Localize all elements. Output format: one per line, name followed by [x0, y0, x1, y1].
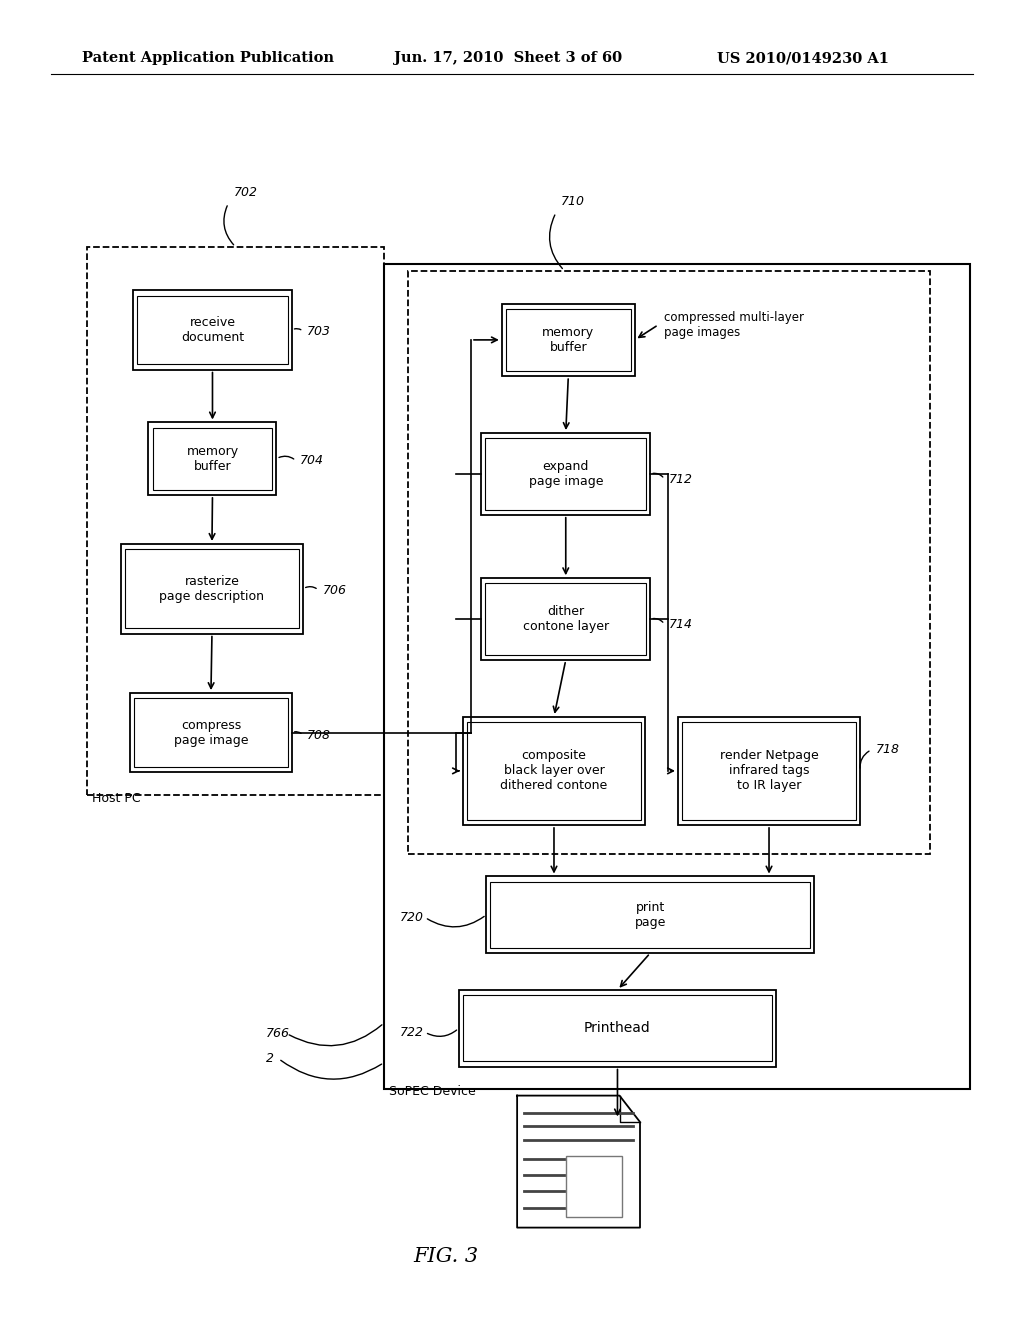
- Bar: [485, 583, 646, 655]
- Text: 702: 702: [233, 186, 257, 199]
- Text: composite
black layer over
dithered contone: composite black layer over dithered cont…: [501, 750, 607, 792]
- Text: 718: 718: [876, 743, 899, 756]
- Bar: [121, 544, 303, 634]
- Text: expand
page image: expand page image: [528, 459, 603, 488]
- Text: render Netpage
infrared tags
to IR layer: render Netpage infrared tags to IR layer: [720, 750, 818, 792]
- Text: Jun. 17, 2010  Sheet 3 of 60: Jun. 17, 2010 Sheet 3 of 60: [394, 51, 623, 65]
- Text: SoPEC Device: SoPEC Device: [389, 1085, 476, 1098]
- Bar: [481, 433, 650, 515]
- Bar: [87, 247, 384, 795]
- Text: US 2010/0149230 A1: US 2010/0149230 A1: [717, 51, 889, 65]
- Text: dither
contone layer: dither contone layer: [522, 605, 609, 634]
- Text: 722: 722: [399, 1026, 423, 1039]
- Text: rasterize
page description: rasterize page description: [160, 574, 264, 603]
- Text: 703: 703: [307, 325, 331, 338]
- Bar: [130, 693, 292, 772]
- Bar: [467, 722, 641, 820]
- Bar: [463, 995, 772, 1061]
- Bar: [125, 549, 299, 628]
- Bar: [485, 438, 646, 510]
- Bar: [153, 428, 272, 490]
- Text: FIG. 3: FIG. 3: [413, 1247, 478, 1266]
- Bar: [506, 309, 631, 371]
- Text: Host PC: Host PC: [92, 792, 140, 805]
- Text: 710: 710: [561, 195, 585, 209]
- Text: Patent Application Publication: Patent Application Publication: [82, 51, 334, 65]
- Text: 712: 712: [669, 473, 692, 486]
- Bar: [408, 271, 930, 854]
- Text: 704: 704: [300, 454, 324, 467]
- Polygon shape: [517, 1096, 640, 1228]
- Text: compressed multi-layer
page images: compressed multi-layer page images: [664, 310, 804, 339]
- Bar: [133, 290, 292, 370]
- Bar: [134, 698, 288, 767]
- Text: Printhead: Printhead: [584, 1022, 651, 1035]
- Bar: [463, 717, 645, 825]
- Text: 714: 714: [669, 618, 692, 631]
- Text: print
page: print page: [635, 900, 666, 929]
- Bar: [459, 990, 776, 1067]
- Bar: [678, 717, 860, 825]
- Bar: [481, 578, 650, 660]
- Text: 706: 706: [323, 583, 346, 597]
- Bar: [490, 882, 810, 948]
- Bar: [148, 422, 276, 495]
- Text: 766: 766: [266, 1027, 290, 1040]
- Bar: [384, 264, 970, 1089]
- Text: 2: 2: [266, 1052, 274, 1065]
- Bar: [137, 296, 288, 364]
- Bar: [566, 1156, 622, 1217]
- Text: compress
page image: compress page image: [174, 718, 248, 747]
- Text: 708: 708: [307, 729, 331, 742]
- Text: memory
buffer: memory buffer: [186, 445, 239, 473]
- Bar: [682, 722, 856, 820]
- Bar: [502, 304, 635, 376]
- Text: receive
document: receive document: [181, 315, 244, 345]
- Bar: [486, 876, 814, 953]
- Text: memory
buffer: memory buffer: [543, 326, 594, 354]
- Text: 720: 720: [399, 911, 423, 924]
